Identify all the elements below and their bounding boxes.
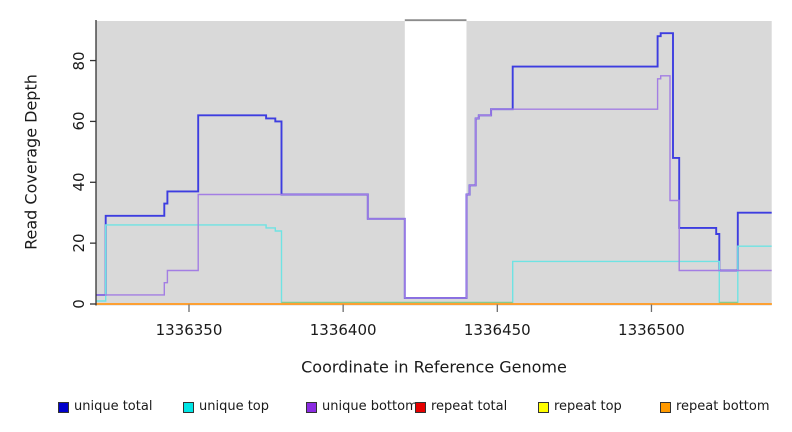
legend-label: repeat bottom (676, 399, 770, 414)
y-tick-label: 20 (70, 233, 88, 253)
legend-label: repeat top (554, 399, 622, 414)
y-tick-label: 0 (70, 299, 88, 309)
legend-swatch-icon (415, 402, 426, 413)
legend-swatch-icon (538, 402, 549, 413)
coverage-gap-band (404, 21, 467, 298)
x-tick-label: 1336350 (155, 321, 223, 339)
y-tick-label: 80 (70, 51, 88, 71)
legend-label: repeat total (431, 399, 508, 414)
series-line-unique-bottom (96, 75, 772, 299)
legend-label: unique bottom (322, 399, 418, 414)
x-tick-label: 1336500 (618, 321, 685, 339)
legend-swatch-icon (183, 402, 194, 413)
y-tick-label: 40 (70, 172, 88, 192)
legend-label: unique total (74, 399, 153, 414)
legend-swatch-icon (58, 402, 69, 413)
legend-swatch-icon (306, 402, 317, 413)
legend-swatch-icon (660, 402, 671, 413)
y-axis-title: Read Coverage Depth (21, 74, 41, 250)
x-axis-title: Coordinate in Reference Genome (301, 357, 567, 377)
x-tick-label: 1336400 (309, 321, 377, 339)
y-tick-label: 60 (70, 111, 88, 131)
legend-label: unique top (199, 399, 270, 414)
x-tick-label: 1336450 (463, 321, 531, 339)
